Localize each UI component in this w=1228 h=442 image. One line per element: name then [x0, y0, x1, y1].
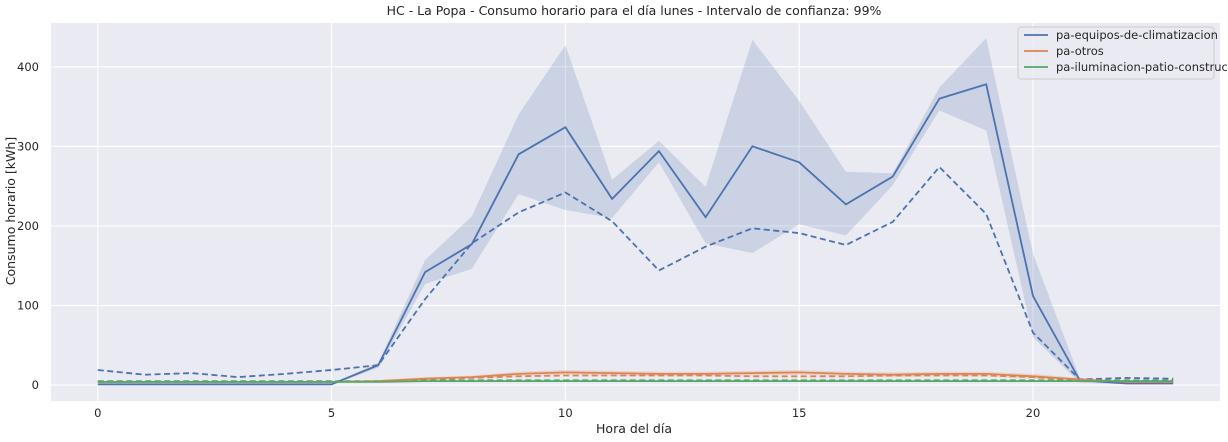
legend: pa-equipos-de-climatizacion pa-otros pa-il… — [1017, 26, 1228, 80]
x-tick-label: 10 — [558, 406, 573, 420]
dashed-series-line — [97, 374, 1174, 383]
x-tick-label: 5 — [328, 406, 335, 420]
plot-area — [51, 23, 1220, 401]
confidence-band — [97, 38, 1174, 386]
legend-box — [1017, 26, 1215, 80]
y-axis-label: Consumo horario [kWh] — [3, 137, 18, 285]
x-tick-label: 20 — [1026, 406, 1041, 420]
legend-label: pa-otros — [1056, 44, 1104, 58]
y-tick-label: 400 — [17, 60, 39, 74]
y-axis-ticks: 0 100 200 300 400 — [17, 60, 39, 392]
y-tick-label: 300 — [17, 139, 39, 153]
y-tick-label: 100 — [17, 299, 39, 313]
confidence-band — [97, 370, 1174, 383]
x-tick-label: 0 — [94, 406, 101, 420]
x-axis-ticks: 0 5 10 15 20 — [94, 406, 1040, 420]
legend-label: pa-iluminacion-patio-constructor — [1056, 60, 1228, 74]
series-line — [97, 380, 1174, 383]
y-tick-label: 200 — [17, 219, 39, 233]
dashed-series-line — [97, 165, 1174, 381]
x-tick-label: 15 — [792, 406, 807, 420]
legend-label: pa-equipos-de-climatizacion — [1056, 28, 1218, 42]
x-axis-label: Hora del día — [596, 421, 672, 436]
series-lines — [97, 83, 1174, 386]
series-line — [97, 83, 1174, 386]
chart-title: HC - La Popa - Consumo horario para el d… — [387, 3, 882, 18]
y-tick-label: 0 — [32, 378, 39, 392]
